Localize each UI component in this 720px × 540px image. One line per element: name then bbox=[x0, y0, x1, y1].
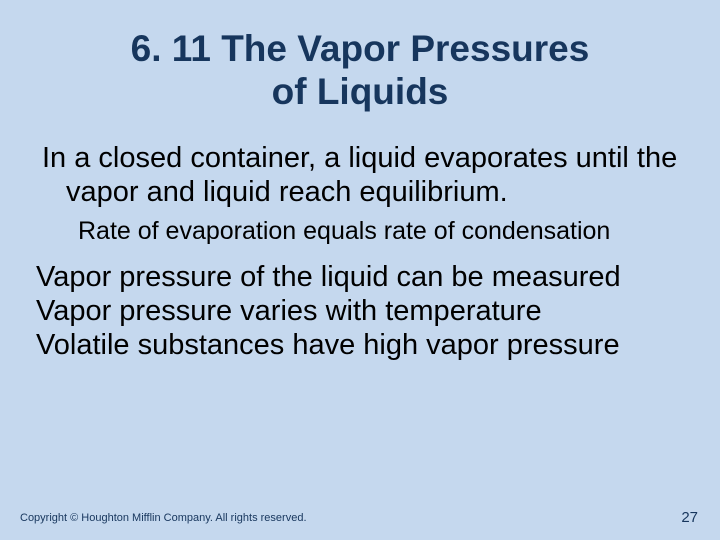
title-line-1: 6. 11 The Vapor Pressures bbox=[131, 28, 590, 69]
body-sub-text: Rate of evaporation equals rate of conde… bbox=[30, 216, 690, 246]
title-line-2: of Liquids bbox=[272, 71, 449, 112]
bullet-1: Vapor pressure of the liquid can be meas… bbox=[30, 260, 690, 294]
slide-title: 6. 11 The Vapor Pressures of Liquids bbox=[30, 28, 690, 113]
slide: 6. 11 The Vapor Pressures of Liquids In … bbox=[0, 0, 720, 540]
page-number: 27 bbox=[681, 509, 698, 526]
bullet-3: Volatile substances have high vapor pres… bbox=[30, 328, 690, 362]
bullet-2: Vapor pressure varies with temperature bbox=[30, 294, 690, 328]
body-main-text: In a closed container, a liquid evaporat… bbox=[30, 141, 690, 209]
copyright-footer: Copyright © Houghton Mifflin Company. Al… bbox=[20, 512, 307, 524]
